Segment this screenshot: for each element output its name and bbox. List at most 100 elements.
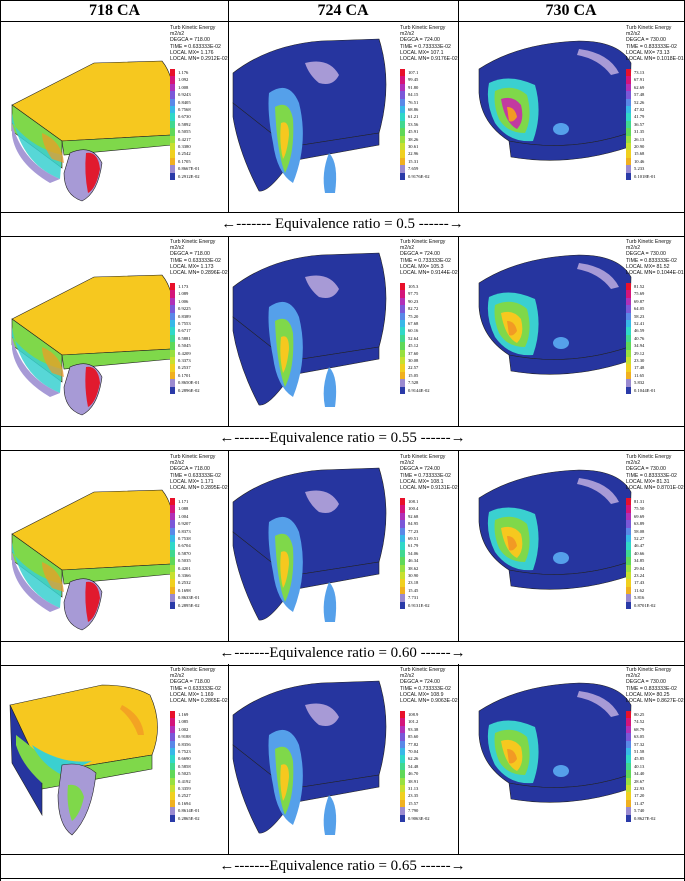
scale-label: 1.004 bbox=[178, 513, 189, 519]
scale-swatch bbox=[170, 785, 175, 793]
scale-swatch bbox=[170, 128, 175, 136]
scale-swatch bbox=[400, 498, 405, 506]
green-band bbox=[16, 735, 62, 783]
scale-label: 69.69 bbox=[634, 513, 645, 519]
scale-swatch bbox=[400, 785, 405, 793]
scale-swatch bbox=[400, 799, 405, 808]
scale-label: 30.90 bbox=[408, 573, 419, 578]
scale-swatch bbox=[170, 150, 175, 158]
legend-unit: m2/s2 bbox=[170, 460, 185, 467]
scale-label: 99.45 bbox=[408, 77, 419, 83]
legend-header: Turb Kinetic Energy m2/s2 DEGCA = 730.00 TI… bbox=[626, 454, 684, 491]
scale-label: 1.176 bbox=[178, 70, 189, 75]
scale-swatch bbox=[626, 542, 631, 550]
contour-panel: Turb Kinetic Energy m2/s2 DEGCA = 730.00 TI… bbox=[459, 237, 684, 426]
scale-swatch bbox=[170, 379, 175, 387]
header-divider bbox=[0, 21, 685, 22]
scale-label: 0.9131E-02 bbox=[408, 602, 430, 608]
scale-swatch bbox=[170, 814, 175, 822]
scale-swatch bbox=[170, 777, 175, 785]
scale-swatch bbox=[170, 733, 175, 741]
column-divider bbox=[458, 451, 459, 641]
scale-label: 7.790 bbox=[408, 808, 419, 814]
legend-degca: DEGCA = 718.00 bbox=[170, 466, 210, 473]
column-divider bbox=[228, 0, 229, 212]
legend-degca: DEGCA = 730.00 bbox=[626, 37, 666, 44]
column-divider bbox=[228, 236, 229, 426]
legend-title: Turb Kinetic Energy bbox=[170, 667, 216, 673]
scale-swatch bbox=[170, 364, 175, 372]
legend-header: Turb Kinetic Energy m2/s2 DEGCA = 730.00 TI… bbox=[626, 25, 684, 62]
scale-label: 1.169 bbox=[178, 712, 189, 717]
scale-label: 38.62 bbox=[408, 565, 419, 571]
scale-label: 1.085 bbox=[178, 719, 189, 725]
green-core bbox=[67, 784, 84, 821]
scale-label: 0.8667E-01 bbox=[178, 166, 200, 172]
scale-label: 0.8701E-02 bbox=[634, 602, 656, 608]
legend-min: LOCAL MN= 0.8627E-02 bbox=[626, 698, 684, 705]
legend-header: Turb Kinetic Energy m2/s2 DEGCA = 724.00 TI… bbox=[400, 454, 458, 491]
legend-degca: DEGCA = 718.00 bbox=[170, 679, 210, 686]
scale-swatch bbox=[400, 106, 405, 114]
scale-label: 0.2537 bbox=[178, 365, 191, 371]
scale-swatch bbox=[400, 69, 405, 77]
legend-time: TIME = 0.833333E-02 bbox=[626, 257, 677, 264]
legend-min: LOCAL MN= 0.2895E-02 bbox=[170, 485, 228, 492]
scale-label: 84.15 bbox=[408, 92, 419, 98]
lilac-streak bbox=[577, 263, 619, 289]
column-header: 718 CA bbox=[88, 2, 141, 19]
scale-label: 91.80 bbox=[408, 84, 419, 90]
scale-label: 67.91 bbox=[634, 77, 645, 83]
scale-label: 0.7568 bbox=[178, 107, 191, 112]
scale-swatch bbox=[170, 718, 175, 726]
scale-swatch bbox=[626, 807, 631, 815]
scale-label: 36.57 bbox=[634, 121, 645, 127]
scale-swatch bbox=[626, 740, 631, 748]
scale-swatch bbox=[400, 594, 405, 602]
scale-label: 52.41 bbox=[634, 321, 645, 326]
scale-swatch bbox=[626, 814, 631, 822]
scale-swatch bbox=[400, 564, 405, 572]
scale-swatch bbox=[626, 76, 631, 84]
scale-label: 70.04 bbox=[408, 749, 419, 754]
legend-title: Turb Kinetic Energy bbox=[400, 454, 446, 460]
scale-swatch bbox=[626, 371, 631, 380]
scale-label: 51.58 bbox=[634, 749, 645, 754]
scale-label: 53.56 bbox=[408, 121, 419, 127]
scale-swatch bbox=[400, 542, 405, 550]
scale-label: 0.2895E-02 bbox=[178, 602, 200, 608]
cylinder-geometry bbox=[232, 252, 387, 407]
scale-label: 61.79 bbox=[408, 543, 419, 549]
scale-swatch bbox=[170, 98, 175, 106]
scale-swatch bbox=[170, 371, 175, 380]
scale-swatch bbox=[400, 305, 405, 313]
scale-swatch bbox=[170, 498, 175, 506]
legend-max: LOCAL MX= 81.31 bbox=[626, 478, 670, 485]
scale-label: 40.76 bbox=[634, 335, 645, 341]
legend-unit: m2/s2 bbox=[170, 31, 185, 38]
scale-swatch bbox=[400, 777, 405, 785]
lilac-streak bbox=[577, 691, 619, 717]
scale-swatch bbox=[400, 342, 405, 350]
yellow-core bbox=[280, 551, 289, 588]
orange-streak bbox=[120, 705, 144, 735]
contour-panel: Turb Kinetic Energy m2/s2 DEGCA = 730.00 TI… bbox=[459, 665, 684, 854]
scale-label: 0.3373 bbox=[178, 358, 191, 363]
scale-swatch bbox=[626, 711, 631, 719]
scale-label: 0.2542 bbox=[178, 151, 191, 157]
scale-label: 52.26 bbox=[634, 99, 645, 105]
scale-label: 108.1 bbox=[408, 499, 419, 504]
scale-label: 40.13 bbox=[634, 763, 645, 769]
scale-label: 85.60 bbox=[408, 734, 419, 740]
scale-label: 63.89 bbox=[634, 521, 645, 527]
scale-label: 75.20 bbox=[408, 313, 419, 319]
legend-min: LOCAL MN= 0.1018E-01 bbox=[626, 56, 684, 63]
scale-label: 0.9176E-02 bbox=[408, 173, 430, 179]
scale-label: 1.173 bbox=[178, 284, 189, 289]
cyan-band bbox=[12, 327, 62, 393]
scale-label: 0.6717 bbox=[178, 328, 191, 334]
legend-time: TIME = 0.833333E-02 bbox=[626, 685, 677, 692]
scale-swatch bbox=[170, 320, 175, 328]
orange-core bbox=[507, 536, 517, 551]
contour-panel: Turb Kinetic Energy m2/s2 DEGCA = 718.00 TI… bbox=[2, 665, 228, 854]
